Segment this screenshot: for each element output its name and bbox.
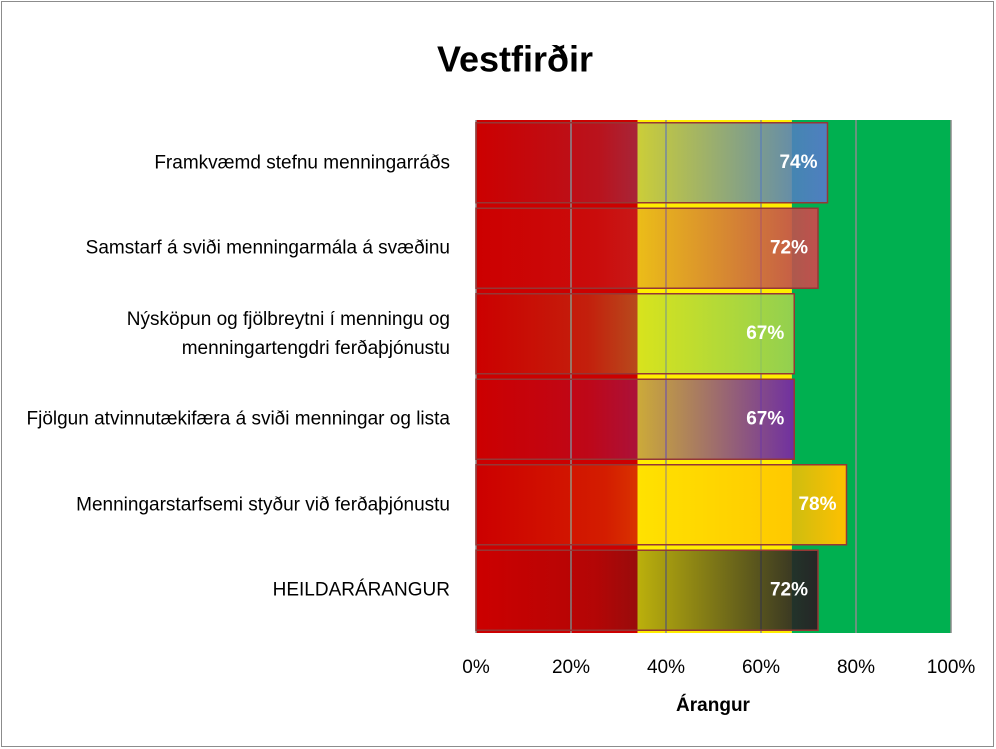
bar xyxy=(475,207,819,289)
y-tick-label: HEILDARÁRANGUR xyxy=(272,579,450,601)
value-label: 72% xyxy=(770,579,808,600)
x-tick-label: 20% xyxy=(552,657,590,678)
chart-title: Vestfirðir xyxy=(437,39,593,80)
x-tick-label: 80% xyxy=(837,657,875,678)
y-tick-label: Samstarf á sviði menningarmála á svæðinu xyxy=(85,237,450,259)
y-tick-label: Nýsköpun og fjölbreytni í menningu og me… xyxy=(126,308,450,359)
bar xyxy=(475,378,795,460)
bar xyxy=(475,293,795,375)
x-tick-label: 0% xyxy=(462,657,490,678)
x-axis-title: Árangur xyxy=(676,694,751,716)
y-tick-label: Menningarstarfsemi styður við ferðaþjónu… xyxy=(76,494,450,516)
x-tick-label: 40% xyxy=(647,657,685,678)
value-label: 67% xyxy=(746,408,784,429)
value-label: 67% xyxy=(746,323,784,344)
value-label: 72% xyxy=(770,237,808,258)
value-label: 78% xyxy=(798,494,836,515)
bar xyxy=(475,464,848,546)
value-label: 74% xyxy=(779,152,817,173)
bar xyxy=(475,549,819,631)
y-tick-label: Fjölgun atvinnutækifæra á sviði menninga… xyxy=(26,408,451,430)
bar xyxy=(475,122,829,204)
x-tick-label: 60% xyxy=(742,657,780,678)
x-tick-label: 100% xyxy=(927,657,976,678)
y-tick-label: Framkvæmd stefnu menningarráðs xyxy=(154,152,450,174)
band xyxy=(476,120,638,633)
band xyxy=(791,120,951,633)
band xyxy=(637,120,792,633)
